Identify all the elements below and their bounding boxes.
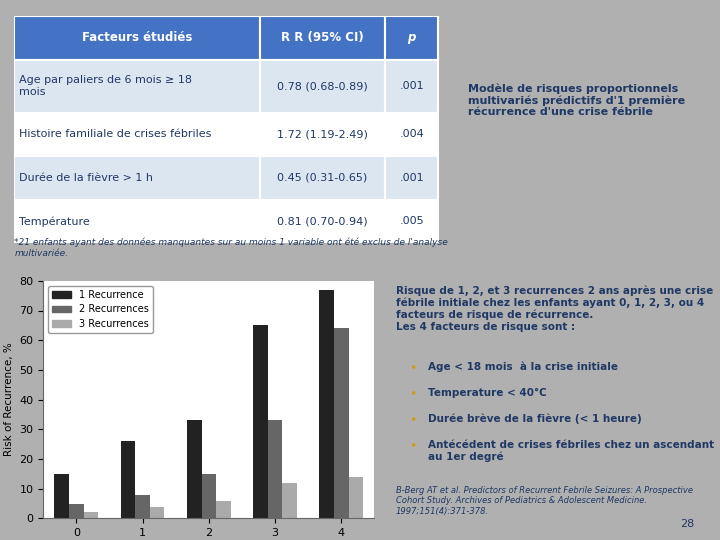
Text: 1.72 (1.19-2.49): 1.72 (1.19-2.49) — [277, 130, 368, 139]
FancyBboxPatch shape — [14, 156, 260, 200]
FancyBboxPatch shape — [385, 113, 438, 156]
Text: Age < 18 mois  à la crise initiale: Age < 18 mois à la crise initiale — [428, 362, 618, 372]
FancyBboxPatch shape — [14, 113, 260, 156]
Text: Risque de 1, 2, et 3 recurrences 2 ans après une crise
fébrile initiale chez les: Risque de 1, 2, et 3 recurrences 2 ans a… — [396, 286, 714, 332]
Bar — [135, 495, 150, 518]
FancyBboxPatch shape — [385, 156, 438, 200]
Text: .001: .001 — [400, 81, 424, 91]
Text: Temperature < 40°C: Temperature < 40°C — [428, 388, 546, 398]
FancyBboxPatch shape — [260, 156, 385, 200]
FancyBboxPatch shape — [14, 16, 260, 59]
Text: Antécédent de crises fébriles chez un ascendant
au 1er degré: Antécédent de crises fébriles chez un as… — [428, 440, 714, 462]
Bar — [84, 512, 98, 518]
Bar — [202, 474, 216, 518]
Text: B-Berg AT et al. Predictors of Recurrent Febrile Seizures: A Prospective
Cohort : B-Berg AT et al. Predictors of Recurrent… — [396, 486, 693, 516]
Bar — [253, 325, 268, 518]
FancyBboxPatch shape — [385, 200, 438, 243]
Text: 0.81 (0.70-0.94): 0.81 (0.70-0.94) — [277, 217, 368, 226]
Bar — [150, 507, 164, 518]
Bar — [121, 441, 135, 518]
Text: p: p — [408, 31, 416, 44]
FancyBboxPatch shape — [14, 200, 260, 243]
Text: Modèle de risques proportionnels
multivariés prédictifs d'1 première
récurrence : Modèle de risques proportionnels multiva… — [468, 83, 685, 118]
Text: *21 enfants ayant des données manquantes sur au moins 1 variable ont été exclus : *21 enfants ayant des données manquantes… — [14, 238, 448, 258]
Text: Histoire familiale de crises fébriles: Histoire familiale de crises fébriles — [19, 130, 211, 139]
Text: .001: .001 — [400, 173, 424, 183]
Bar — [320, 289, 334, 518]
FancyBboxPatch shape — [260, 200, 385, 243]
Bar — [348, 477, 363, 518]
Bar — [69, 503, 84, 518]
FancyBboxPatch shape — [260, 113, 385, 156]
FancyBboxPatch shape — [14, 59, 260, 113]
Text: .004: .004 — [400, 130, 424, 139]
Text: 28: 28 — [680, 519, 695, 529]
Text: •: • — [409, 362, 416, 375]
Text: •: • — [409, 388, 416, 401]
Text: Température: Température — [19, 216, 89, 227]
Legend: 1 Recurrence, 2 Recurrences, 3 Recurrences: 1 Recurrence, 2 Recurrences, 3 Recurrenc… — [48, 286, 153, 333]
Bar — [216, 501, 230, 518]
Text: 0.45 (0.31-0.65): 0.45 (0.31-0.65) — [277, 173, 367, 183]
FancyBboxPatch shape — [385, 59, 438, 113]
Text: •: • — [409, 414, 416, 427]
Text: .005: .005 — [400, 217, 424, 226]
Bar — [187, 420, 202, 518]
FancyBboxPatch shape — [260, 59, 385, 113]
FancyBboxPatch shape — [260, 16, 385, 59]
Text: •: • — [409, 440, 416, 453]
Bar — [334, 328, 348, 518]
Bar — [55, 474, 69, 518]
FancyBboxPatch shape — [385, 16, 438, 59]
Text: Durée brève de la fièvre (< 1 heure): Durée brève de la fièvre (< 1 heure) — [428, 414, 642, 424]
Text: R R (95% CI): R R (95% CI) — [281, 31, 364, 44]
Text: Durée de la fièvre > 1 h: Durée de la fièvre > 1 h — [19, 173, 153, 183]
Bar — [282, 483, 297, 518]
Text: Facteurs étudiés: Facteurs étudiés — [82, 31, 192, 44]
Text: Age par paliers de 6 mois ≥ 18
mois: Age par paliers de 6 mois ≥ 18 mois — [19, 76, 192, 97]
Bar — [268, 420, 282, 518]
Text: 0.78 (0.68-0.89): 0.78 (0.68-0.89) — [277, 81, 368, 91]
Y-axis label: Risk of Recurrence, %: Risk of Recurrence, % — [4, 343, 14, 456]
